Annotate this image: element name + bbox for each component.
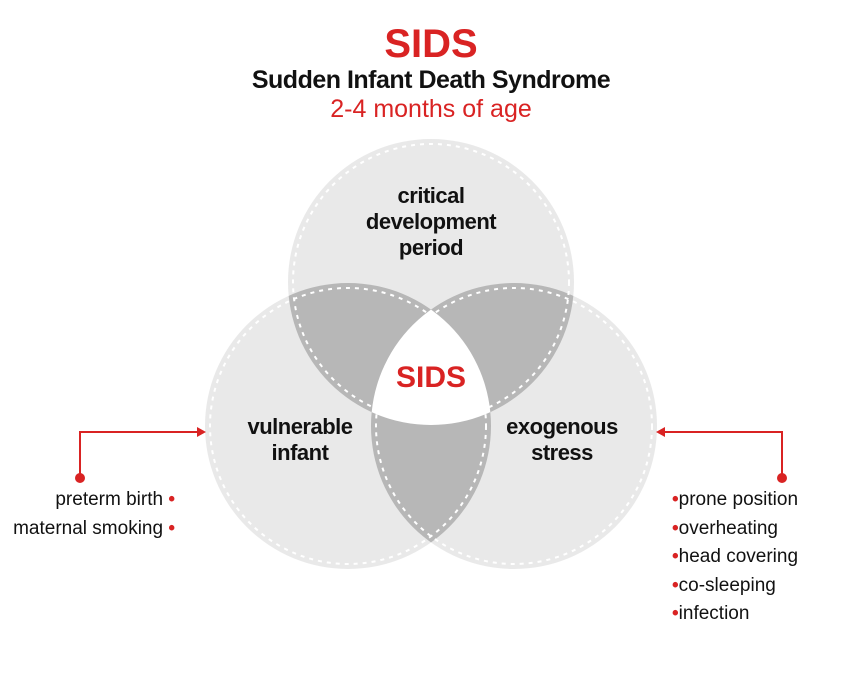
venn-label-top: criticaldevelopmentperiod (311, 183, 551, 261)
bullet-item: head covering (672, 543, 798, 572)
bullet-item: infection (672, 600, 798, 629)
bullet-list-right: prone positionoverheatinghead coveringco… (672, 486, 798, 629)
venn-label-left: vulnerableinfant (180, 414, 420, 466)
bullet-item: prone position (672, 486, 798, 515)
venn-label-right: exogenousstress (442, 414, 682, 466)
bullet-list-left: preterm birthmaternal smoking (13, 486, 175, 543)
venn-label-center: SIDS (351, 361, 511, 395)
bullet-item: overheating (672, 515, 798, 544)
bullet-item: preterm birth (13, 486, 175, 515)
bullet-item: co-sleeping (672, 572, 798, 601)
bullet-item: maternal smoking (13, 515, 175, 544)
diagram-stage: SIDS Sudden Infant Death Syndrome 2-4 mo… (0, 0, 862, 700)
